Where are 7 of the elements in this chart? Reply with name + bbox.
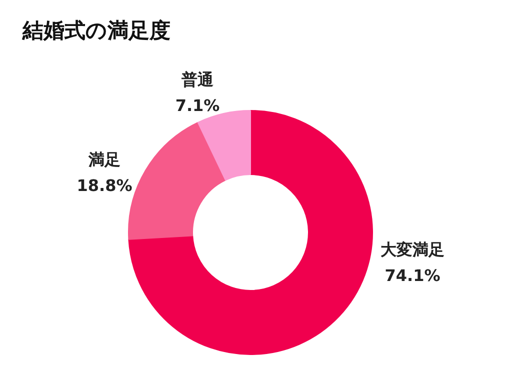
- slice-label: 普通: [180, 70, 214, 89]
- data-label: 74.1%: [384, 266, 440, 285]
- chart-title: 結婚式の満足度: [22, 18, 170, 42]
- data-label: 7.1%: [175, 96, 220, 115]
- slice-label: 大変満足: [380, 240, 444, 259]
- slice-label: 満足: [88, 150, 120, 169]
- data-label: 18.8%: [76, 176, 132, 195]
